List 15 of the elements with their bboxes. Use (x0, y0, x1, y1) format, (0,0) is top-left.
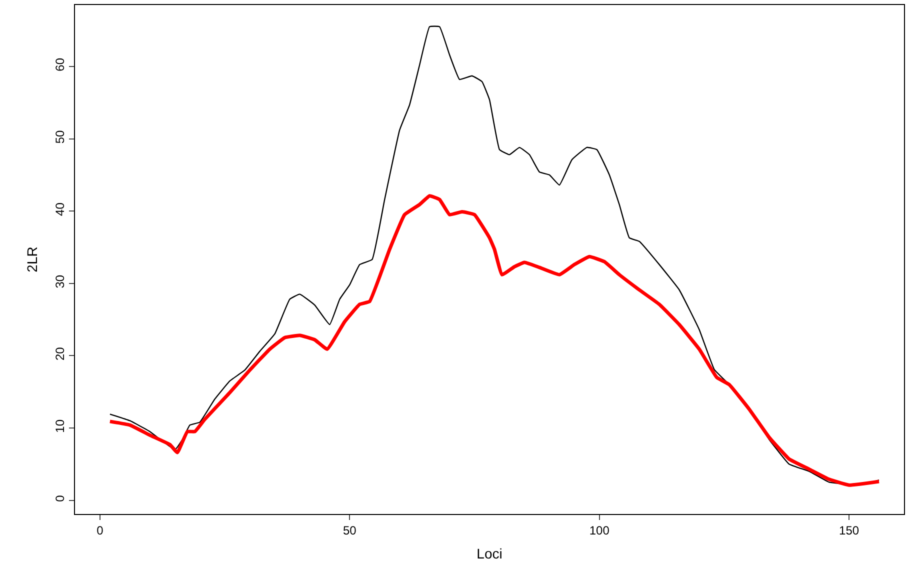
y-tick-label: 60 (53, 58, 68, 72)
y-tick-label: 20 (53, 346, 68, 361)
y-tick-label: 50 (53, 130, 68, 144)
line-series (109, 26, 880, 485)
y-tick-label: 10 (53, 419, 68, 433)
y-axis-title: 2LR (24, 246, 40, 272)
x-tick-label: 0 (96, 523, 104, 538)
x-tick-label: 50 (342, 523, 357, 538)
x-tick-label: 150 (839, 523, 860, 538)
x-tick-label: 100 (589, 523, 610, 538)
line-series (108, 194, 881, 487)
y-tick-label: 40 (53, 202, 68, 216)
y-tick-label: 0 (53, 494, 68, 502)
y-tick-label: 30 (53, 274, 68, 288)
x-axis-title: Loci (476, 546, 502, 562)
